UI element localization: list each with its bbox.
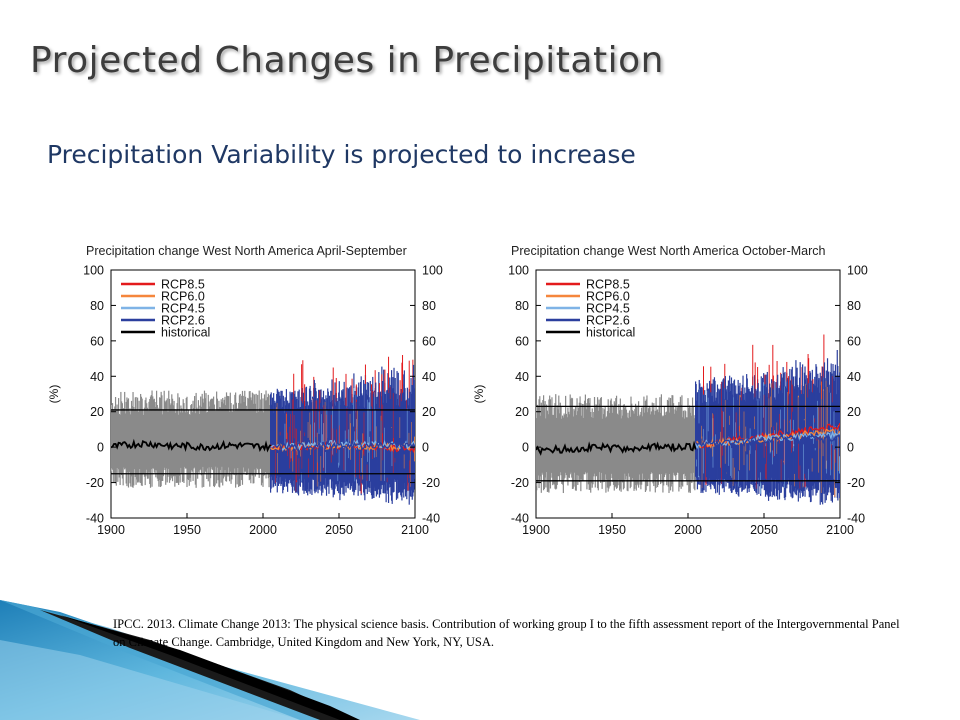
y-tick-label-left: -40 bbox=[511, 512, 529, 526]
slide-title: Projected Changes in Precipitation bbox=[30, 40, 664, 81]
y-tick-label-left: -20 bbox=[511, 476, 529, 490]
y-tick-label-right: 60 bbox=[847, 334, 861, 348]
y-tick-label-right: 0 bbox=[422, 441, 429, 455]
legend-label-rcp26: RCP2.6 bbox=[586, 314, 630, 328]
legend-label-rcp45: RCP4.5 bbox=[161, 302, 205, 316]
y-axis-label: (%) bbox=[472, 385, 486, 404]
y-tick-label-left: 0 bbox=[522, 441, 529, 455]
y-tick-label-right: -40 bbox=[422, 512, 440, 526]
y-tick-label-left: 80 bbox=[90, 299, 104, 313]
y-tick-label-right: 100 bbox=[422, 264, 443, 278]
legend-label-historical: historical bbox=[161, 326, 210, 340]
y-tick-label-right: 60 bbox=[422, 334, 436, 348]
legend-label-historical: historical bbox=[586, 326, 635, 340]
y-tick-label-left: 60 bbox=[90, 334, 104, 348]
historical-mean-line bbox=[111, 438, 272, 453]
y-tick-label-right: 20 bbox=[847, 405, 861, 419]
y-tick-label-right: 100 bbox=[847, 264, 868, 278]
y-tick-label-left: 100 bbox=[83, 264, 104, 278]
y-tick-label-right: 0 bbox=[847, 441, 854, 455]
y-tick-label-left: 80 bbox=[515, 299, 529, 313]
y-tick-label-left: 20 bbox=[515, 405, 529, 419]
y-tick-label-left: 20 bbox=[90, 405, 104, 419]
y-tick-label-left: 40 bbox=[515, 370, 529, 384]
x-tick-label: 2100 bbox=[826, 523, 854, 537]
legend-label-rcp60: RCP6.0 bbox=[586, 290, 630, 304]
chart-title: Precipitation change West North America … bbox=[511, 244, 826, 258]
chart-precip-apr-sep: Precipitation change West North America … bbox=[47, 244, 443, 537]
y-tick-label-right: 40 bbox=[422, 370, 436, 384]
legend-label-rcp85: RCP8.5 bbox=[161, 278, 205, 292]
y-tick-label-right: -40 bbox=[847, 512, 865, 526]
y-tick-label-left: 60 bbox=[515, 334, 529, 348]
legend-label-rcp60: RCP6.0 bbox=[161, 290, 205, 304]
legend-label-rcp45: RCP4.5 bbox=[586, 302, 630, 316]
x-tick-label: 2000 bbox=[674, 523, 702, 537]
x-tick-label: 1950 bbox=[598, 523, 626, 537]
x-tick-label: 2050 bbox=[750, 523, 778, 537]
x-tick-label: 2050 bbox=[325, 523, 353, 537]
chart-title: Precipitation change West North America … bbox=[86, 244, 407, 258]
y-tick-label-right: 40 bbox=[847, 370, 861, 384]
y-axis-label: (%) bbox=[47, 385, 61, 404]
y-tick-label-left: -40 bbox=[86, 512, 104, 526]
historical-mean-line bbox=[536, 440, 697, 456]
y-tick-label-left: 0 bbox=[97, 441, 104, 455]
y-tick-label-right: 20 bbox=[422, 405, 436, 419]
y-tick-label-right: -20 bbox=[422, 476, 440, 490]
legend-label-rcp26: RCP2.6 bbox=[161, 314, 205, 328]
y-tick-label-right: -20 bbox=[847, 476, 865, 490]
y-tick-label-right: 80 bbox=[847, 299, 861, 313]
chart-precip-oct-mar: Precipitation change West North America … bbox=[472, 244, 868, 537]
y-tick-label-left: -20 bbox=[86, 476, 104, 490]
plot-content bbox=[536, 334, 840, 505]
x-tick-label: 1950 bbox=[173, 523, 201, 537]
y-tick-label-left: 40 bbox=[90, 370, 104, 384]
slide-subtitle: Precipitation Variability is projected t… bbox=[47, 140, 636, 169]
x-tick-label: 2100 bbox=[401, 523, 429, 537]
x-tick-label: 1900 bbox=[97, 523, 125, 537]
citation-text: IPCC. 2013. Climate Change 2013: The phy… bbox=[113, 617, 900, 649]
y-tick-label-right: 80 bbox=[422, 299, 436, 313]
x-tick-label: 2000 bbox=[249, 523, 277, 537]
x-tick-label: 1900 bbox=[522, 523, 550, 537]
mean-line-rcp26 bbox=[695, 433, 840, 450]
y-tick-label-left: 100 bbox=[508, 264, 529, 278]
legend-label-rcp85: RCP8.5 bbox=[586, 278, 630, 292]
mean-line-rcp26 bbox=[270, 439, 415, 452]
